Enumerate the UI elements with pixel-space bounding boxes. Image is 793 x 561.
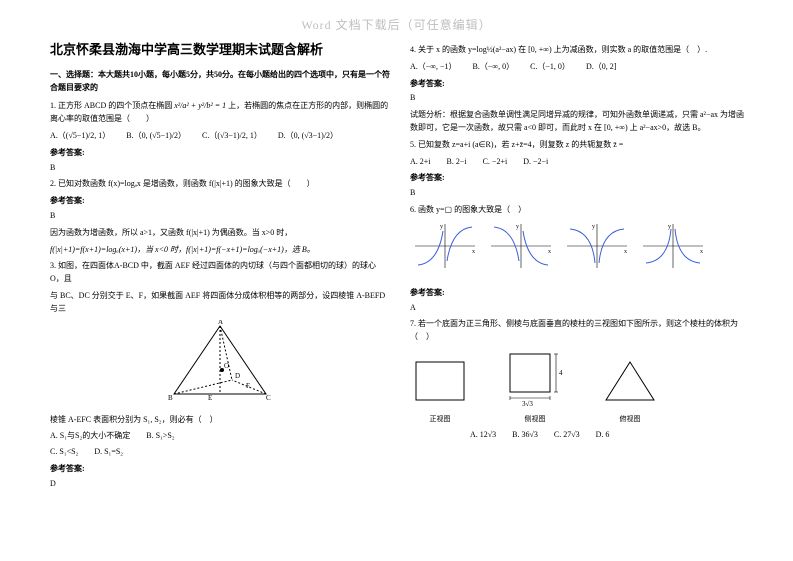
q3-options-row1: A. S₁与S₂的大小不确定 B. S₁>S₂ (50, 430, 390, 443)
svg-text:C: C (266, 394, 271, 402)
answer-label: 参考答案: (410, 78, 750, 91)
answer-label: 参考答案: (410, 287, 750, 300)
q6-graphs: xy A xy B xy C xy D (410, 221, 750, 271)
q1-stem-a: 1. 正方形 ABCD 的四个顶点在椭圆 (50, 101, 172, 110)
q1-opt-c: C.（(√3−1)/2, 1） (202, 131, 262, 140)
q4-opt-a: A.（−∞, −1） (410, 62, 457, 71)
q2-stem: 2. 已知对数函数 f(x)=logₐx 是增函数，则函数 f(|x|+1) 的… (50, 178, 390, 191)
svg-text:F: F (246, 382, 250, 390)
q7-views: 正视图 4 3√3 侧视图 俯视图 (410, 350, 750, 425)
q4-expl: 试题分析：根据复合函数单调性满足同增异减的规律，可知外函数单调递减，只需 a²−… (410, 109, 750, 135)
q7-opt-a: A. 12√3 (470, 430, 496, 439)
q1-options: A.（(√5−1)/2, 1） B.（0, (√5−1)/2） C.（(√3−1… (50, 130, 390, 143)
q7-opt-d: D. 6 (596, 430, 610, 439)
q4-opt-c: C.（−1, 0） (530, 62, 570, 71)
graph-b: xy B (486, 221, 556, 271)
svg-text:y: y (516, 224, 519, 230)
right-column: 4. 关于 x 的函数 y=log½(a²−ax) 在 [0, +∞) 上为减函… (410, 40, 750, 445)
answer-label: 参考答案: (410, 172, 750, 185)
q6-answer: A (410, 302, 750, 315)
q4-opt-d: D.（0, 2] (586, 62, 616, 71)
svg-text:x: x (472, 249, 475, 255)
left-column: 北京怀柔县渤海中学高三数学理期末试题含解析 一、选择题：本大题共10小题，每小题… (50, 40, 390, 495)
q6-stem: 6. 函数 y=▢ 的图象大致是（ ） (410, 204, 750, 217)
q7-stem: 7. 若一个底面为正三角形、侧棱与底面垂直的棱柱的三视图如下图所示，则这个棱柱的… (410, 318, 750, 344)
q1-answer: B (50, 162, 390, 175)
svg-text:B: B (168, 394, 173, 402)
answer-label: 参考答案: (50, 195, 390, 208)
q5-stem: 5. 已知复数 z=a+i (a∈R)，若 z+z̄=4，则复数 z 的共轭复数… (410, 139, 750, 152)
q1-opt-b: B.（0, (√5−1)/2） (126, 131, 186, 140)
svg-text:y: y (440, 224, 443, 230)
q4-opt-b: B.（−∞, 0） (473, 62, 515, 71)
q3-stem3: 棱锥 A-EFC 表面积分别为 S₁, S₂，则必有（ ） (50, 414, 390, 427)
q4-options: A.（−∞, −1） B.（−∞, 0） C.（−1, 0） D.（0, 2] (410, 61, 750, 74)
q1-stem: 1. 正方形 ABCD 的四个顶点在椭圆 x²/a² + y²/b² = 1 上… (50, 100, 390, 126)
q5-opt-d: D. −2−i (523, 157, 548, 166)
svg-text:x: x (624, 249, 627, 255)
tetrahedron-figure: A B C D E F O (160, 320, 280, 410)
q7-opt-c: C. 27√3 (554, 430, 580, 439)
svg-text:4: 4 (559, 369, 563, 377)
q4-answer: B (410, 92, 750, 105)
q3-opt-d: D. S₁=S₂ (94, 447, 123, 456)
q3-answer: D (50, 478, 390, 491)
q3-options-row2: C. S₁<S₂ D. S₁=S₂ (50, 446, 390, 459)
top-view-label: 俯视图 (600, 414, 660, 425)
svg-text:x: x (700, 249, 703, 255)
q3-opt-a: A. S₁与S₂的大小不确定 (50, 431, 130, 440)
svg-text:O: O (224, 362, 229, 370)
q5-options: A. 2+i B. 2−i C. −2+i D. −2−i (410, 156, 750, 169)
q3-stem1: 3. 如图，在四面体A-BCD 中，截面 AEF 经过四面体的内切球（与四个面都… (50, 260, 390, 286)
graph-c: xy C (562, 221, 632, 271)
q3-stem2: 与 BC、DC 分别交于 E、F，如果截面 AEF 将四面体分成体积相等的两部分… (50, 290, 390, 316)
section-heading: 一、选择题：本大题共10小题，每小题5分，共50分。在每小题给出的四个选项中，只… (50, 69, 390, 95)
answer-label: 参考答案: (50, 147, 390, 160)
q5-opt-b: B. 2−i (447, 157, 467, 166)
q5-opt-a: A. 2+i (410, 157, 431, 166)
graph-d: xy D (638, 221, 708, 271)
svg-text:A: A (218, 320, 223, 326)
svg-text:y: y (592, 224, 595, 230)
q5-opt-c: C. −2+i (483, 157, 508, 166)
answer-label: 参考答案: (50, 463, 390, 476)
q5-answer: B (410, 187, 750, 200)
q1-opt-a: A.（(√5−1)/2, 1） (50, 131, 110, 140)
q2-answer: B (50, 210, 390, 223)
q1-opt-d: D.（0, (√3−1)/2） (278, 131, 338, 140)
q3-opt-b: B. S₁>S₂ (146, 431, 174, 440)
front-view: 正视图 (410, 356, 470, 425)
q1-formula: x²/a² + y²/b² = 1 (174, 101, 226, 110)
svg-text:x: x (548, 249, 551, 255)
q7-opt-b: B. 36√3 (512, 430, 538, 439)
q7-options: A. 12√3 B. 36√3 C. 27√3 D. 6 (470, 429, 750, 442)
side-view-label: 侧视图 (500, 414, 570, 425)
q2-expl2: f(|x|+1)=f(x+1)=logₐ(x+1)，当 x<0 时，f(|x|+… (50, 244, 390, 257)
q4-stem: 4. 关于 x 的函数 y=log½(a²−ax) 在 [0, +∞) 上为减函… (410, 44, 750, 57)
watermark-text: Word 文档下载后（可任意编辑） (0, 16, 793, 33)
svg-text:E: E (208, 394, 212, 402)
svg-text:D: D (235, 372, 240, 380)
q3-opt-c: C. S₁<S₂ (50, 447, 78, 456)
top-view: 俯视图 (600, 356, 660, 425)
q2-expl1: 因为函数为增函数，所以 a>1，又函数 f(|x|+1) 为偶函数。当 x>0 … (50, 227, 390, 240)
front-view-label: 正视图 (410, 414, 470, 425)
svg-text:3√3: 3√3 (522, 400, 533, 406)
graph-a: xy A (410, 221, 480, 271)
side-view: 4 3√3 侧视图 (500, 350, 570, 425)
doc-title: 北京怀柔县渤海中学高三数学理期末试题含解析 (50, 40, 390, 61)
